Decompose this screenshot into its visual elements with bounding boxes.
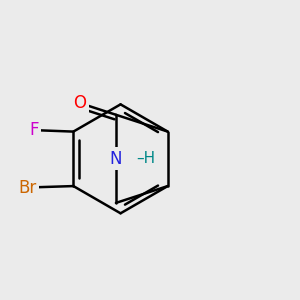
Text: Br: Br (18, 178, 36, 196)
Text: –H: –H (136, 151, 155, 166)
Text: O: O (73, 94, 86, 112)
Text: N: N (110, 150, 122, 168)
Text: F: F (29, 121, 39, 139)
